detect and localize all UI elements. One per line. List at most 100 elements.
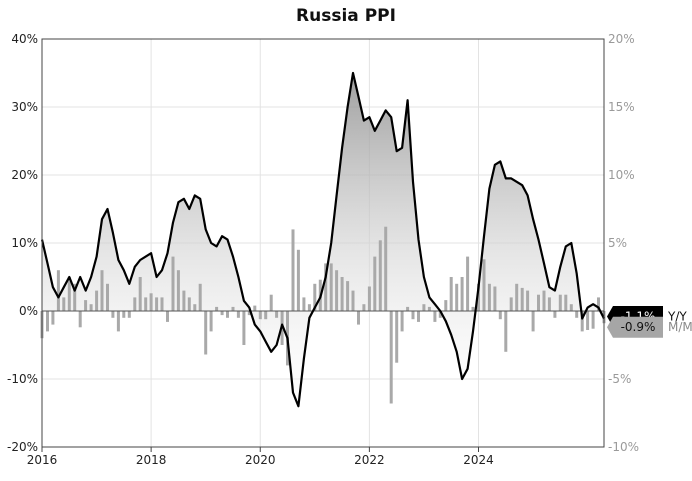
- mm-bar: [433, 311, 437, 322]
- mm-bar: [269, 294, 273, 311]
- mm-bar: [204, 311, 208, 355]
- mm-bar: [247, 311, 251, 316]
- mm-bar: [78, 311, 82, 328]
- mm-bar: [264, 311, 268, 320]
- yoy-area-fill: [42, 73, 604, 407]
- mm-bar: [62, 297, 66, 311]
- mm-bar: [307, 304, 311, 311]
- mm-bar: [357, 311, 360, 325]
- mm-bar: [411, 311, 415, 320]
- mm-bar: [95, 290, 99, 311]
- left-tick-label: 20%: [11, 168, 38, 182]
- mm-bar: [351, 290, 355, 311]
- yoy-line: [40, 71, 605, 408]
- mm-bar: [438, 311, 442, 318]
- right-tick-label: 15%: [608, 100, 635, 114]
- mm-bar: [395, 311, 399, 363]
- mm-bars: [40, 226, 606, 404]
- mm-bar: [520, 287, 524, 311]
- mm-bar: [215, 306, 219, 311]
- mm-bar: [193, 304, 197, 311]
- left-tick-label: -10%: [7, 372, 38, 386]
- mm-bar: [291, 229, 295, 311]
- mm-bar: [122, 311, 126, 318]
- mm-bar: [302, 297, 306, 311]
- left-tick-label: -20%: [7, 440, 38, 454]
- yoy-area: [42, 73, 604, 407]
- mm-bar: [591, 311, 595, 329]
- mm-bar: [373, 256, 377, 311]
- x-tick-label: 2022: [354, 453, 385, 467]
- mm-bar: [417, 311, 420, 322]
- mm-bar: [335, 270, 339, 311]
- right-axis: -10% -5% 5% 10% 15% 20%: [608, 32, 639, 454]
- mm-bar: [220, 311, 224, 316]
- mm-bar: [198, 283, 202, 311]
- right-tick-label: 20%: [608, 32, 635, 46]
- mm-bar: [597, 297, 600, 311]
- mm-bar: [296, 249, 300, 311]
- mm-bar: [56, 270, 60, 311]
- mm-bar: [482, 259, 486, 311]
- mm-bar: [487, 283, 491, 311]
- mm-bar: [258, 311, 262, 320]
- mm-bar: [133, 297, 137, 311]
- yoy-legend-label: Y/Y: [667, 309, 687, 323]
- mm-bar: [531, 311, 535, 332]
- left-axis: -20% -10% 0% 10% 20% 30% 40%: [7, 32, 38, 454]
- yoy-line-group: [40, 71, 605, 408]
- mm-bar: [537, 294, 540, 311]
- mm-bar: [515, 283, 519, 311]
- right-tick-label: -5%: [608, 372, 631, 386]
- mm-bar: [389, 311, 393, 404]
- mm-bar: [106, 283, 109, 311]
- mm-bar: [236, 311, 240, 318]
- mm-tag-value: -0.9%: [621, 320, 656, 334]
- mm-bar: [547, 297, 551, 311]
- mm-bar: [553, 311, 557, 318]
- mm-bar: [444, 300, 448, 311]
- mm-bar: [575, 311, 579, 318]
- right-tick-label: 10%: [608, 168, 635, 182]
- mm-bar: [455, 283, 459, 311]
- mm-bar: [509, 297, 513, 311]
- mm-bar: [253, 305, 257, 311]
- mm-bar: [127, 311, 131, 318]
- mm-bar: [144, 297, 148, 311]
- mm-bar: [498, 311, 502, 320]
- left-tick-label: 10%: [11, 236, 38, 250]
- mm-bar: [569, 304, 573, 311]
- mm-bar: [89, 304, 93, 311]
- mm-legend-label: M/M: [668, 320, 692, 334]
- mm-bar: [242, 311, 246, 345]
- mm-bar: [466, 256, 470, 311]
- mm-bar: [378, 240, 382, 311]
- mm-bar: [84, 300, 88, 311]
- x-tick-label: 2018: [136, 453, 167, 467]
- left-tick-label: 0%: [19, 304, 38, 318]
- mm-bar: [580, 311, 584, 332]
- mm-bar: [275, 311, 279, 318]
- mm-bar: [100, 270, 104, 311]
- x-axis: 2016 2018 2020 2022 2024: [27, 447, 494, 467]
- mm-bar: [586, 311, 590, 330]
- mm-bar: [46, 311, 49, 332]
- mm-last-value-tag: -0.9% M/M: [607, 316, 692, 338]
- x-tick-label: 2016: [27, 453, 58, 467]
- mm-bar: [160, 297, 164, 311]
- mm-bar: [155, 297, 159, 311]
- mm-bar: [329, 263, 333, 311]
- mm-bar: [149, 293, 153, 311]
- mm-bar: [384, 226, 388, 311]
- mm-bar: [73, 283, 77, 311]
- mm-bar: [231, 306, 235, 311]
- mm-bar: [67, 277, 71, 311]
- mm-bar: [471, 306, 475, 311]
- mm-bar: [558, 294, 562, 311]
- mm-bar: [116, 311, 120, 332]
- mm-bar: [313, 283, 317, 311]
- mm-bar: [406, 306, 410, 311]
- mm-bar: [51, 311, 55, 325]
- mm-bar: [346, 281, 350, 311]
- mm-bar: [209, 311, 213, 332]
